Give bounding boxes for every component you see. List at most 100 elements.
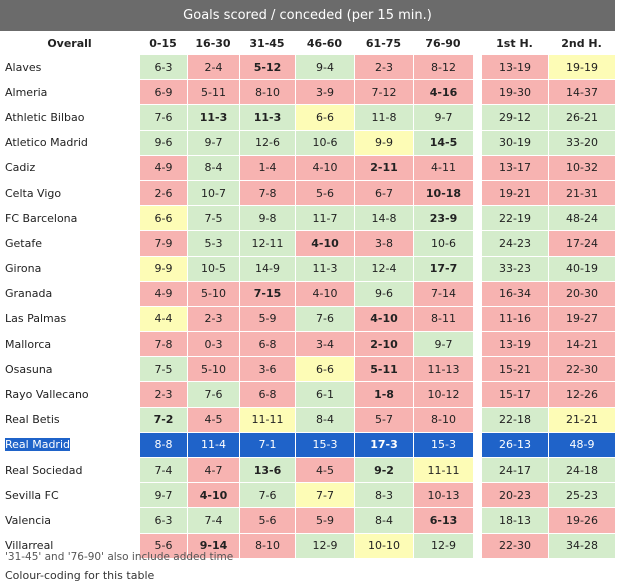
score-cell: 25-23 bbox=[548, 483, 615, 509]
team-name[interactable]: Real Betis bbox=[0, 408, 139, 433]
team-name-label[interactable]: Real Betis bbox=[5, 413, 60, 427]
team-name[interactable]: Girona bbox=[0, 257, 139, 282]
team-name-label[interactable]: Las Palmas bbox=[5, 312, 67, 326]
team-name[interactable]: Osasuna bbox=[0, 357, 139, 383]
table-row: Athletic Bilbao 7-6 11-3 11-3 6-6 11-8 9-7 29-1… bbox=[0, 105, 615, 131]
table-row: Almeria 6-9 5-11 8-10 3-9 7-12 4-16 19-30 14-37 bbox=[0, 80, 615, 106]
header-16-30[interactable]: 16-30 bbox=[195, 36, 231, 50]
score-cell: 10-18 bbox=[413, 180, 473, 207]
team-name[interactable]: Celta Vigo bbox=[0, 181, 139, 207]
team-name-label[interactable]: FC Barcelona bbox=[5, 211, 78, 225]
team-name[interactable]: Las Palmas bbox=[0, 307, 139, 333]
team-name-label[interactable]: Real Madrid bbox=[5, 438, 70, 452]
score-cell: 7-5 bbox=[139, 357, 187, 383]
team-name-label[interactable]: Celta Vigo bbox=[5, 186, 62, 200]
team-name-label[interactable]: Sevilla FC bbox=[5, 488, 59, 502]
table-row: Cadiz 4-9 8-4 1-4 4-10 2-11 4-11 13-17 10-32 bbox=[0, 155, 615, 181]
team-name-label[interactable]: Athletic Bilbao bbox=[5, 110, 85, 124]
column-gap bbox=[473, 458, 481, 484]
score-cell: 4-10 bbox=[295, 231, 354, 257]
score-cell: 2-11 bbox=[354, 155, 413, 181]
score-cell: 4-5 bbox=[295, 458, 354, 484]
score-cell: 6-3 bbox=[139, 55, 187, 81]
score-cell: 11-11 bbox=[239, 407, 295, 433]
colour-coding-link[interactable]: Colour-coding for this table bbox=[5, 569, 155, 582]
header-0-15[interactable]: 0-15 bbox=[149, 36, 177, 50]
score-cell: 4-5 bbox=[187, 407, 239, 433]
team-name[interactable]: Valencia bbox=[0, 508, 139, 534]
team-name[interactable]: FC Barcelona bbox=[0, 206, 139, 232]
team-name[interactable]: Cadiz bbox=[0, 156, 139, 181]
team-name[interactable]: Real Madrid bbox=[0, 433, 139, 458]
score-cell: 11-3 bbox=[187, 105, 239, 131]
score-cell: 7-15 bbox=[239, 281, 295, 307]
team-name-label[interactable]: Getafe bbox=[5, 236, 42, 250]
column-gap bbox=[473, 80, 481, 106]
team-name-label[interactable]: Rayo Vallecano bbox=[5, 388, 89, 402]
table-body: Alaves 6-3 2-4 5-12 9-4 2-3 8-12 13-19 19-19 Alme… bbox=[0, 55, 615, 559]
score-cell: 9-9 bbox=[139, 256, 187, 282]
score-cell: 8-4 bbox=[295, 407, 354, 433]
column-gap bbox=[473, 31, 481, 55]
team-name[interactable]: Mallorca bbox=[0, 332, 139, 358]
score-cell: 7-2 bbox=[139, 407, 187, 433]
team-name-label[interactable]: Almeria bbox=[5, 85, 48, 99]
team-name-label[interactable]: Real Sociedad bbox=[5, 463, 83, 477]
score-cell: 6-6 bbox=[295, 105, 354, 131]
team-name-label[interactable]: Granada bbox=[5, 287, 53, 301]
table-row: Girona 9-9 10-5 14-9 11-3 12-4 17-7 33-23 40-19 bbox=[0, 256, 615, 282]
team-name[interactable]: Almeria bbox=[0, 80, 139, 106]
column-gap bbox=[473, 281, 481, 307]
score-cell: 11-16 bbox=[481, 306, 548, 333]
score-cell: 22-18 bbox=[481, 407, 548, 433]
score-cell: 4-10 bbox=[295, 155, 354, 181]
score-cell: 33-23 bbox=[481, 256, 548, 282]
score-cell: 6-13 bbox=[413, 508, 473, 534]
score-cell: 12-9 bbox=[413, 533, 473, 559]
score-cell: 2-4 bbox=[187, 55, 239, 81]
score-cell: 2-3 bbox=[354, 55, 413, 81]
team-name[interactable]: Villarreal bbox=[0, 534, 139, 559]
score-cell: 9-7 bbox=[413, 332, 473, 358]
team-name[interactable]: Getafe bbox=[0, 231, 139, 257]
score-cell: 22-19 bbox=[481, 206, 548, 232]
team-name-label[interactable]: Girona bbox=[5, 262, 42, 276]
header-46-60[interactable]: 46-60 bbox=[306, 36, 343, 50]
score-cell: 20-30 bbox=[548, 281, 615, 307]
score-cell: 13-17 bbox=[481, 155, 548, 181]
team-name-label[interactable]: Mallorca bbox=[5, 337, 52, 351]
table-row: Granada 4-9 5-10 7-15 4-10 9-6 7-14 16-34 20-30 bbox=[0, 281, 615, 307]
column-gap bbox=[473, 508, 481, 534]
score-cell: 4-10 bbox=[354, 306, 413, 333]
score-cell: 26-13 bbox=[481, 432, 548, 458]
header-2nd-h[interactable]: 2nd H. bbox=[561, 36, 602, 50]
team-name[interactable]: Sevilla FC bbox=[0, 483, 139, 509]
score-cell: 19-19 bbox=[548, 55, 615, 81]
header-61-75[interactable]: 61-75 bbox=[365, 36, 402, 50]
score-cell: 5-10 bbox=[187, 281, 239, 307]
column-gap bbox=[473, 130, 481, 156]
score-cell: 5-6 bbox=[239, 508, 295, 534]
column-gap bbox=[473, 533, 481, 559]
header-1st-h[interactable]: 1st H. bbox=[496, 36, 533, 50]
team-name-label[interactable]: Valencia bbox=[5, 513, 52, 527]
team-name-label[interactable]: Atletico Madrid bbox=[5, 136, 88, 150]
team-name-label[interactable]: Osasuna bbox=[5, 362, 53, 376]
team-name[interactable]: Athletic Bilbao bbox=[0, 105, 139, 131]
team-name-label[interactable]: Cadiz bbox=[5, 161, 36, 175]
header-overall[interactable]: Overall bbox=[47, 36, 92, 50]
score-cell: 6-1 bbox=[295, 382, 354, 408]
team-name[interactable]: Granada bbox=[0, 282, 139, 307]
header-76-90[interactable]: 76-90 bbox=[425, 36, 461, 50]
team-name[interactable]: Atletico Madrid bbox=[0, 131, 139, 156]
score-cell: 12-11 bbox=[239, 231, 295, 257]
header-31-45[interactable]: 31-45 bbox=[249, 36, 285, 50]
team-name-label[interactable]: Alaves bbox=[5, 60, 42, 74]
team-name[interactable]: Rayo Vallecano bbox=[0, 382, 139, 408]
team-name[interactable]: Alaves bbox=[0, 55, 139, 81]
score-cell: 8-4 bbox=[187, 155, 239, 181]
score-cell: 3-9 bbox=[295, 80, 354, 106]
score-cell: 4-7 bbox=[187, 458, 239, 484]
team-name-label[interactable]: Villarreal bbox=[5, 539, 54, 553]
team-name[interactable]: Real Sociedad bbox=[0, 458, 139, 484]
